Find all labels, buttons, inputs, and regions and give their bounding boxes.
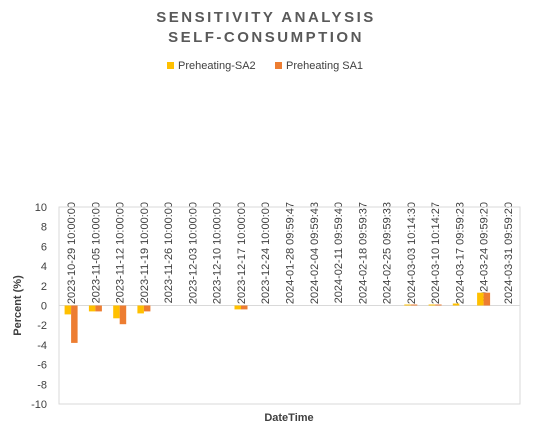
y-tick-label: -10	[31, 399, 47, 411]
x-tick-label: 2024-03-31 09:59:20	[503, 202, 515, 304]
x-tick-label: 2023-12-24 10:00:00	[260, 202, 272, 304]
x-tick-label: 2023-12-10 10:00:00	[212, 202, 224, 304]
bar	[143, 305, 151, 312]
x-tick-label: 2024-03-03 10:14:30	[406, 202, 418, 304]
bar	[88, 305, 96, 312]
x-axis-title: DateTime	[264, 412, 313, 424]
y-tick-label: 6	[41, 241, 47, 253]
y-axis-title: Percent (%)	[12, 275, 24, 336]
x-tick-label: 2024-02-25 09:59:33	[382, 202, 394, 304]
bar	[435, 304, 442, 306]
x-tick-label: 2023-11-05 10:00:00	[90, 202, 102, 303]
x-tick-label: 2024-03-10 10:14:27	[430, 202, 442, 304]
x-tick-label: 2023-10-29 10:00:00	[66, 202, 78, 304]
x-tick-label: 2024-01-28 09:59:47	[285, 202, 297, 304]
legend-label: Preheating-SA2	[178, 60, 256, 72]
x-tick-label: 2023-12-17 10:00:00	[236, 202, 248, 304]
bar	[113, 305, 120, 319]
y-tick-label: -2	[37, 320, 47, 332]
chart-subtitle: SELF-CONSUMPTION	[168, 29, 364, 46]
y-tick-label: -6	[37, 360, 47, 372]
chart-title: SENSITIVITY ANALYSIS	[156, 9, 376, 26]
legend: Preheating-SA2 Preheating SA1	[167, 60, 363, 72]
y-tick-label: 4	[41, 261, 47, 273]
bar	[477, 292, 484, 306]
y-tick-label: 10	[35, 202, 47, 214]
bar	[404, 304, 411, 306]
y-tick-label: -8	[37, 379, 47, 391]
legend-label: Preheating SA1	[286, 60, 363, 72]
bars	[64, 292, 491, 343]
x-tick-label: 2023-11-26 10:00:00	[163, 202, 175, 303]
legend-swatch	[167, 62, 174, 69]
x-tick-label: 2024-03-24 09:59:20	[479, 202, 491, 304]
x-tick-label: 2024-02-18 09:59:37	[357, 202, 369, 304]
bar	[119, 305, 127, 325]
x-tick-labels: 2023-10-29 10:00:00 2023-11-05 10:00:00 20…	[66, 202, 515, 304]
x-tick-label: 2023-12-03 10:00:00	[187, 202, 199, 304]
x-tick-label: 2024-02-11 09:59:40	[333, 202, 345, 303]
bar	[137, 305, 144, 314]
x-tick-label: 2023-11-12 10:00:00	[115, 202, 127, 303]
bar	[71, 305, 78, 343]
y-tick-label: -4	[37, 340, 47, 352]
x-tick-label: 2024-03-17 09:59:23	[454, 202, 466, 304]
x-tick-label: 2024-02-04 09:59:43	[309, 202, 321, 304]
bar	[95, 305, 102, 312]
bar	[241, 305, 248, 310]
y-tick-label: 2	[41, 281, 47, 293]
y-tick-label: 0	[41, 301, 47, 313]
legend-swatch	[275, 62, 282, 69]
bar	[483, 292, 491, 306]
bar	[410, 304, 418, 306]
bar	[234, 305, 241, 310]
bar	[428, 304, 436, 306]
y-tick-labels: 10 8 6 4 2 0 -2 -4 -6 -8 -10	[31, 202, 47, 411]
bar	[64, 305, 72, 315]
bar	[452, 303, 460, 306]
y-tick-label: 8	[41, 222, 47, 234]
x-tick-label: 2023-11-19 10:00:00	[139, 202, 151, 303]
